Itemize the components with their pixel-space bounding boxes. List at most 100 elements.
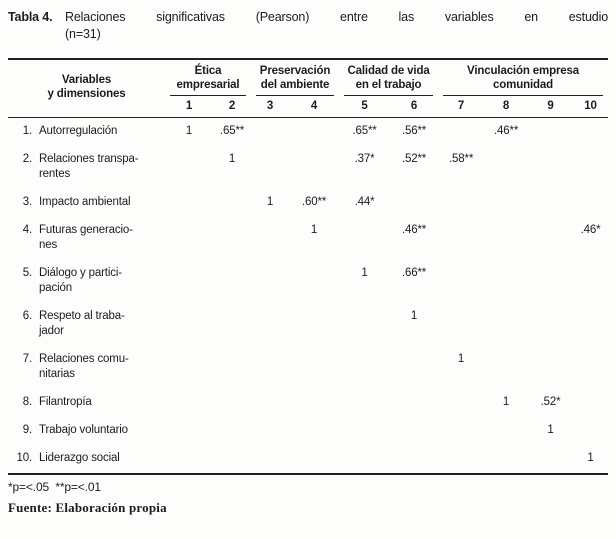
corr-cell <box>390 417 438 445</box>
corr-cell <box>573 389 608 417</box>
significance-footnote: *p=<.05 **p=<.01 <box>8 480 101 494</box>
corr-cell <box>165 217 213 260</box>
row-number: 10. <box>16 452 32 464</box>
corr-cell: 1 <box>547 424 554 436</box>
row-number: 8. <box>22 396 32 408</box>
row-label: Relaciones comu- nitarias <box>39 353 129 380</box>
column-number-row: 1 2 3 4 5 6 7 8 9 10 <box>8 96 609 118</box>
corr-cell <box>573 146 608 189</box>
table-row: 9. Trabajo voluntario 1 <box>8 417 608 445</box>
corr-cell: .65** <box>352 125 377 137</box>
col-number-3: 3 <box>251 96 290 118</box>
row-label: Futuras generacio- nes <box>39 224 133 251</box>
table-row: 6. Respeto al traba- jador 1 <box>8 303 608 346</box>
corr-cell: 1 <box>361 267 368 279</box>
group-header-vinculacion: Vinculación empresa comunidad <box>438 59 608 96</box>
col-number-1: 1 <box>165 96 213 118</box>
corr-cell: .65** <box>219 125 245 137</box>
corr-cell <box>438 260 484 303</box>
corr-cell <box>165 389 213 417</box>
corr-cell <box>289 118 339 147</box>
corr-cell <box>438 417 484 445</box>
corr-cell <box>528 189 573 217</box>
corr-cell <box>528 303 573 346</box>
corr-cell <box>251 417 289 445</box>
corr-cell: .44* <box>354 196 375 208</box>
col-number-10: 10 <box>573 96 609 118</box>
corr-cell <box>251 146 289 189</box>
row-number: 3. <box>22 196 32 208</box>
corr-cell <box>339 346 390 389</box>
col-number-2: 2 <box>213 96 252 118</box>
corr-cell: 1 <box>587 452 594 464</box>
corr-cell <box>213 217 251 260</box>
corr-cell <box>484 445 528 474</box>
row-header: 6. Respeto al traba- jador <box>8 303 165 346</box>
corr-cell <box>165 260 213 303</box>
table-row: 8. Filantropía 1 .52* <box>8 389 608 417</box>
group-header-calidad: Calidad de vida en el trabajo <box>339 59 438 96</box>
corr-cell <box>213 445 251 474</box>
group-header-etica: Ética empresarial <box>165 59 251 96</box>
corr-cell <box>573 189 608 217</box>
corr-cell <box>289 417 339 445</box>
table-row: 5. Diálogo y partici- pación 1 .66** <box>8 260 608 303</box>
corr-cell <box>484 303 528 346</box>
row-header: 10. Liderazgo social <box>8 445 165 474</box>
row-number: 7. <box>22 353 32 365</box>
corr-cell: 1 <box>502 396 510 408</box>
row-label: Relaciones transpa- rentes <box>39 153 139 180</box>
col-number-9: 9 <box>528 96 574 118</box>
corr-cell <box>251 346 289 389</box>
col-number-5: 5 <box>339 96 391 118</box>
corr-cell <box>528 118 573 147</box>
corr-cell: 1 <box>228 153 236 165</box>
corr-cell <box>165 417 213 445</box>
row-label: Diálogo y partici- pación <box>39 267 122 294</box>
source-note: Fuente: Elaboración propia <box>8 500 167 515</box>
corr-cell <box>484 417 528 445</box>
corr-cell <box>251 445 289 474</box>
corr-cell: .66** <box>401 267 427 279</box>
row-number: 9. <box>22 424 32 436</box>
table-row: 2. Relaciones transpa- rentes 1 .37* .52… <box>8 146 608 189</box>
corr-cell <box>165 445 213 474</box>
group-header-preservacion: Preservación del ambiente <box>251 59 339 96</box>
corr-cell <box>390 445 438 474</box>
table-row: 10. Liderazgo social 1 <box>8 445 608 474</box>
corr-cell <box>213 346 251 389</box>
corr-cell <box>165 346 213 389</box>
corr-cell <box>528 346 573 389</box>
corr-cell <box>573 417 608 445</box>
corr-cell <box>573 118 608 147</box>
corr-cell <box>165 303 213 346</box>
corr-cell <box>528 217 573 260</box>
corr-cell <box>390 189 438 217</box>
row-header: 4. Futuras generacio- nes <box>8 217 165 260</box>
corr-cell <box>289 260 339 303</box>
corr-cell: 1 <box>185 125 193 137</box>
corr-cell <box>438 445 484 474</box>
corr-cell: .56** <box>401 125 427 137</box>
corr-cell <box>289 146 339 189</box>
corr-cell <box>390 346 438 389</box>
corr-cell: 1 <box>410 310 418 322</box>
row-label: Respeto al traba- jador <box>39 310 125 337</box>
row-header: 2. Relaciones transpa- rentes <box>8 146 165 189</box>
corr-cell <box>528 146 573 189</box>
corr-cell <box>339 217 390 260</box>
corr-cell <box>339 389 390 417</box>
corr-cell <box>438 118 484 147</box>
corr-cell: .46** <box>401 224 427 236</box>
corr-cell <box>438 303 484 346</box>
row-number: 2. <box>22 153 32 165</box>
table-title: Tabla 4. Relaciones significativas (Pear… <box>8 9 608 43</box>
corr-cell: .58** <box>448 153 474 165</box>
sample-size: (n=31) <box>65 27 101 41</box>
row-number: 1. <box>22 125 32 137</box>
row-header: 8. Filantropía <box>8 389 165 417</box>
row-header: 5. Diálogo y partici- pación <box>8 260 165 303</box>
col-number-6: 6 <box>390 96 439 118</box>
corr-cell <box>573 260 608 303</box>
corr-cell <box>251 303 289 346</box>
